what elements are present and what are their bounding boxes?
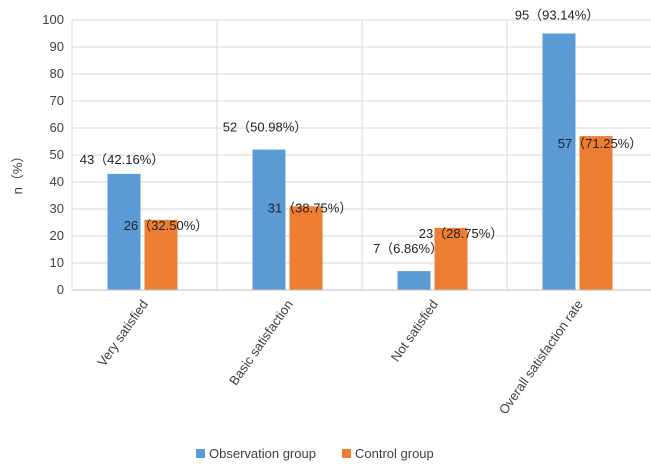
legend: Observation group Control group bbox=[196, 446, 434, 461]
bar-control-0 bbox=[144, 219, 178, 290]
bars bbox=[107, 33, 613, 290]
data-label: 23（28.75%） bbox=[419, 226, 504, 241]
x-category-label: Very satisfied bbox=[94, 297, 151, 369]
data-labels: 43（42.16%） 26（32.50%） 52（50.98%） 31（38.75%）… bbox=[80, 8, 643, 257]
y-tick-label: 50 bbox=[50, 147, 64, 162]
y-tick-label: 80 bbox=[50, 66, 64, 81]
data-label: 52（50.98%） bbox=[223, 120, 308, 135]
bar-observation-1 bbox=[252, 149, 286, 290]
x-category-labels: Very satisfied Basic satisfaction Not sati… bbox=[94, 297, 586, 417]
y-tick-label: 100 bbox=[42, 12, 64, 27]
bar-observation-2 bbox=[397, 271, 431, 290]
x-category-label: Basic satisfaction bbox=[226, 297, 296, 388]
y-tick-label: 40 bbox=[50, 174, 64, 189]
legend-swatch bbox=[196, 449, 205, 458]
y-tick-label: 0 bbox=[57, 282, 64, 297]
y-tick-label: 30 bbox=[50, 201, 64, 216]
y-tick-label: 20 bbox=[50, 228, 64, 243]
bar-observation-3 bbox=[542, 33, 576, 290]
data-label: 31（38.75%） bbox=[268, 200, 353, 215]
y-tick-label: 90 bbox=[50, 39, 64, 54]
y-tick-labels: 0 10 20 30 40 50 60 70 80 90 100 bbox=[42, 12, 64, 297]
bar-control-1 bbox=[289, 206, 323, 290]
x-category-label: Not satisfied bbox=[388, 297, 441, 364]
legend-label: Observation group bbox=[209, 446, 316, 461]
legend-label: Control group bbox=[355, 446, 434, 461]
data-label: 57（71.25%） bbox=[558, 136, 643, 151]
bar-control-3 bbox=[579, 136, 613, 290]
y-tick-label: 60 bbox=[50, 120, 64, 135]
bar-observation-0 bbox=[107, 173, 141, 290]
data-label: 43（42.16%） bbox=[80, 152, 165, 167]
x-category-label: Overall satisfaction rate bbox=[496, 297, 586, 417]
y-tick-label: 70 bbox=[50, 93, 64, 108]
data-label: 26（32.50%） bbox=[124, 218, 209, 233]
bar-control-2 bbox=[434, 227, 468, 290]
data-label: 95（93.14%） bbox=[515, 8, 600, 23]
y-tick-label: 10 bbox=[50, 255, 64, 270]
data-label: 7（6.86%） bbox=[373, 241, 443, 256]
category-separators bbox=[71, 20, 508, 290]
legend-swatch bbox=[342, 449, 351, 458]
y-axis-title: n（%） bbox=[10, 150, 25, 195]
